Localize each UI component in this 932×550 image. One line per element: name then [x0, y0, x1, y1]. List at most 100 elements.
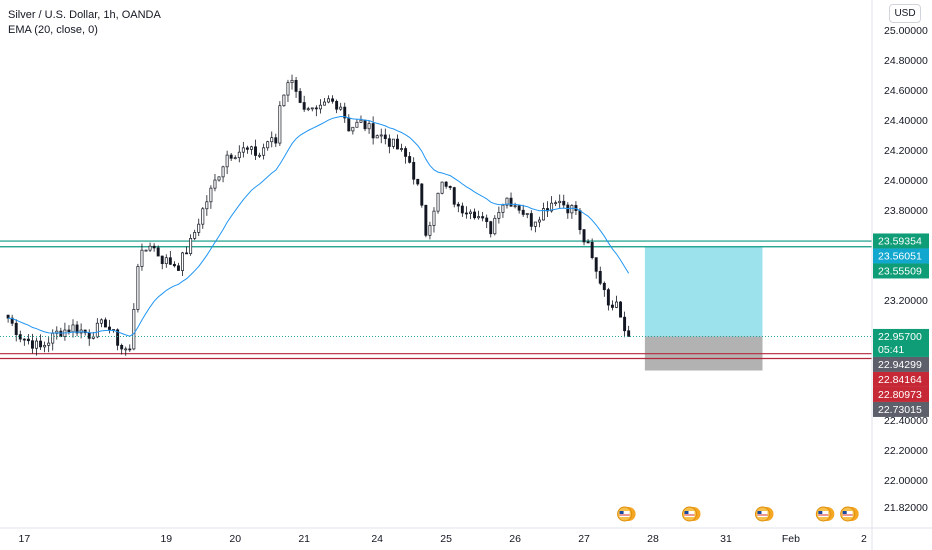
candle: [132, 303, 136, 351]
price-badge-label: 22.84164: [878, 374, 922, 386]
candle: [290, 74, 294, 90]
candle: [148, 242, 152, 253]
candle-body: [136, 266, 140, 310]
candle: [294, 76, 298, 98]
time-tick-label: 24: [371, 533, 383, 545]
flag-canton: [818, 511, 823, 514]
candle-body: [282, 94, 286, 107]
candle: [128, 344, 132, 352]
candle-body: [274, 137, 278, 144]
candle: [331, 95, 335, 104]
candle-body: [278, 105, 282, 144]
candle-body: [578, 210, 582, 230]
candle-body: [258, 154, 262, 157]
candle: [416, 178, 420, 186]
candle-body: [343, 106, 347, 119]
price-badge-bg: [873, 248, 929, 264]
candle: [160, 255, 164, 270]
ema-line: [8, 115, 630, 337]
candle: [14, 319, 18, 342]
candle: [262, 143, 266, 160]
candle-body: [383, 134, 387, 140]
price-badge-bg: [873, 233, 929, 249]
candle-body: [513, 205, 517, 208]
candle-body: [164, 257, 168, 265]
flag-field: [757, 511, 768, 517]
candle: [335, 99, 339, 114]
price-badge-bg: [873, 371, 929, 387]
candle: [586, 239, 590, 244]
candle-body: [469, 211, 472, 214]
horizontal-lines[interactable]: [0, 240, 872, 360]
candle: [351, 126, 355, 135]
candle-body: [335, 100, 339, 110]
candle: [615, 295, 618, 309]
candlestick-series: [6, 74, 631, 356]
candle: [469, 209, 472, 220]
time-axis[interactable]: 17 19 20 21 24 25 26 27 28 31 Feb 2: [18, 533, 866, 545]
candle: [371, 116, 375, 145]
time-tick-label: 28: [647, 533, 659, 545]
candle-body: [47, 342, 51, 346]
flag-field: [842, 511, 853, 517]
price-tick-label: 22.20000: [884, 445, 928, 457]
candle-body: [371, 123, 375, 139]
indicator-label[interactable]: EMA (20, close, 0): [8, 24, 98, 36]
price-tick-label: 21.82000: [884, 502, 928, 514]
flag-icon[interactable]: [617, 506, 636, 522]
flag-canton: [684, 511, 689, 514]
time-tick-label: 21: [298, 533, 310, 545]
candle-body: [254, 146, 257, 156]
symbol-title[interactable]: Silver / U.S. Dollar, 1h, OANDA: [8, 9, 161, 21]
candle-body: [310, 107, 314, 110]
candle: [343, 102, 347, 123]
candle-body: [51, 333, 55, 344]
price-badge: 22.94299: [873, 356, 929, 372]
flag-icon[interactable]: [681, 506, 701, 522]
price-tick-label: 24.20000: [884, 145, 928, 157]
candle: [108, 319, 111, 334]
candle-body: [550, 202, 554, 212]
candle: [400, 143, 403, 152]
candle-body: [30, 340, 34, 349]
flag-icon[interactable]: [754, 506, 774, 522]
candle-body: [529, 213, 533, 227]
position-tool[interactable]: [644, 246, 763, 371]
time-tick-label: 26: [509, 533, 521, 545]
economic-event-icons[interactable]: [617, 506, 859, 522]
candle-body: [108, 326, 111, 330]
candle: [558, 194, 562, 208]
candle-body: [615, 301, 618, 308]
candle: [221, 165, 225, 183]
candle-body: [213, 179, 217, 189]
price-badge: 22.84164: [873, 371, 929, 387]
candle-body: [124, 348, 128, 351]
candle: [619, 301, 623, 318]
candle-body: [460, 205, 464, 214]
time-tick-label: 25: [440, 533, 452, 545]
flag-icon[interactable]: [840, 506, 859, 522]
candle: [428, 221, 432, 240]
candle-body: [249, 146, 253, 150]
candle: [197, 218, 201, 237]
candle: [367, 120, 371, 134]
price-axis[interactable]: 25.00000 24.80000 24.60000 24.40000 24.20000…: [884, 25, 928, 514]
candle-body: [294, 79, 298, 92]
currency-button[interactable]: USD: [889, 4, 921, 23]
candle-body: [83, 329, 87, 334]
candle: [124, 346, 128, 356]
candle: [282, 94, 286, 107]
candle: [529, 210, 533, 231]
candle-body: [75, 324, 79, 334]
price-tick-label: 23.80000: [884, 205, 928, 217]
flag-field: [619, 511, 630, 517]
flag-icon[interactable]: [815, 506, 835, 522]
candle: [448, 185, 452, 191]
candle: [473, 208, 476, 220]
target-zone[interactable]: [644, 246, 763, 337]
candle: [39, 334, 43, 351]
candle-body: [181, 252, 184, 271]
candle: [156, 245, 160, 257]
price-badge-bg: [873, 386, 929, 402]
